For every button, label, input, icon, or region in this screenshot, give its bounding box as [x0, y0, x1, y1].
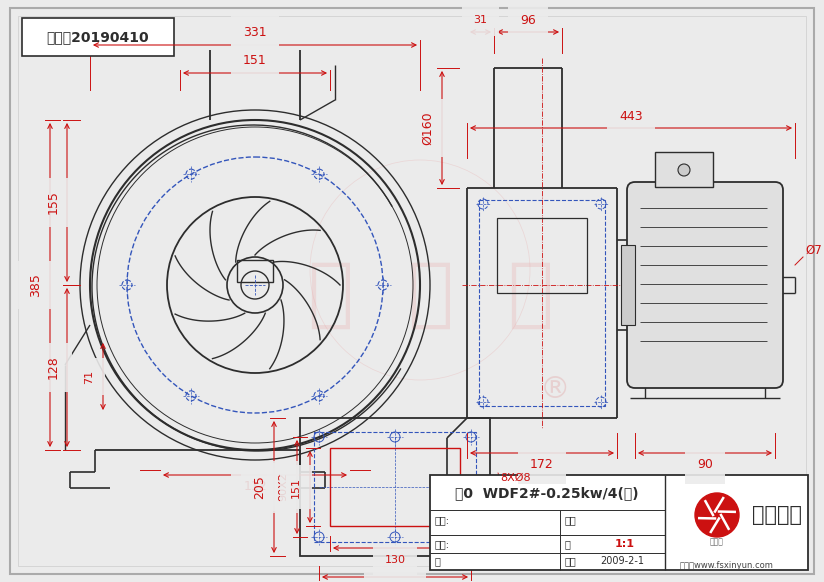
Circle shape	[695, 493, 739, 537]
Text: 批: 批	[565, 539, 571, 549]
Bar	[497, 218, 587, 293]
Text: 制图:: 制图:	[435, 515, 450, 525]
Text: 社: 社	[435, 556, 441, 566]
Text: 日期: 日期	[565, 556, 577, 566]
Text: 新峰长: 新峰长	[710, 538, 724, 546]
Text: 151: 151	[291, 477, 301, 498]
Text: 96: 96	[520, 13, 536, 27]
Bar	[237, 260, 273, 282]
Text: 130: 130	[385, 555, 405, 565]
Bar	[655, 152, 713, 187]
Text: Ø160: Ø160	[422, 111, 434, 145]
Text: 审核:: 审核:	[435, 539, 450, 549]
Text: 运: 运	[507, 258, 553, 332]
Text: 112: 112	[243, 481, 267, 494]
Text: 新: 新	[307, 258, 353, 332]
Bar	[430, 475, 808, 570]
Text: 右0  WDF2#-0.25kw/4(管): 右0 WDF2#-0.25kw/4(管)	[455, 486, 639, 500]
Text: ®: ®	[540, 375, 570, 404]
Text: 71: 71	[84, 370, 94, 384]
Text: 8XØ8: 8XØ8	[500, 473, 531, 483]
Circle shape	[678, 164, 690, 176]
Text: 31: 31	[474, 15, 488, 25]
Text: 443: 443	[619, 109, 643, 122]
Bar	[22, 18, 174, 56]
Text: 331: 331	[243, 27, 267, 40]
Text: 网址：www.fsxinyun.com: 网址：www.fsxinyun.com	[680, 560, 774, 570]
Bar	[479, 200, 605, 406]
Text: 90: 90	[697, 459, 713, 471]
Text: 90X2: 90X2	[278, 473, 288, 502]
Text: 2009-2-1: 2009-2-1	[600, 556, 644, 566]
Text: 151: 151	[243, 55, 267, 68]
Text: 工址: 工址	[565, 515, 577, 525]
FancyBboxPatch shape	[627, 182, 783, 388]
Bar	[314, 432, 476, 542]
Bar	[330, 448, 460, 526]
Text: 峰: 峰	[407, 258, 453, 332]
Bar	[621, 245, 635, 325]
Bar	[300, 418, 490, 556]
Text: 385: 385	[30, 273, 43, 297]
Text: 128: 128	[46, 356, 59, 379]
Text: 155: 155	[46, 190, 59, 214]
Text: Ø7: Ø7	[805, 243, 822, 257]
Text: 新运风机: 新运风机	[752, 505, 802, 525]
Text: 172: 172	[530, 459, 554, 471]
Text: 205: 205	[254, 475, 266, 499]
Text: 1:1: 1:1	[615, 539, 635, 549]
Text: 编号：20190410: 编号：20190410	[47, 30, 149, 44]
